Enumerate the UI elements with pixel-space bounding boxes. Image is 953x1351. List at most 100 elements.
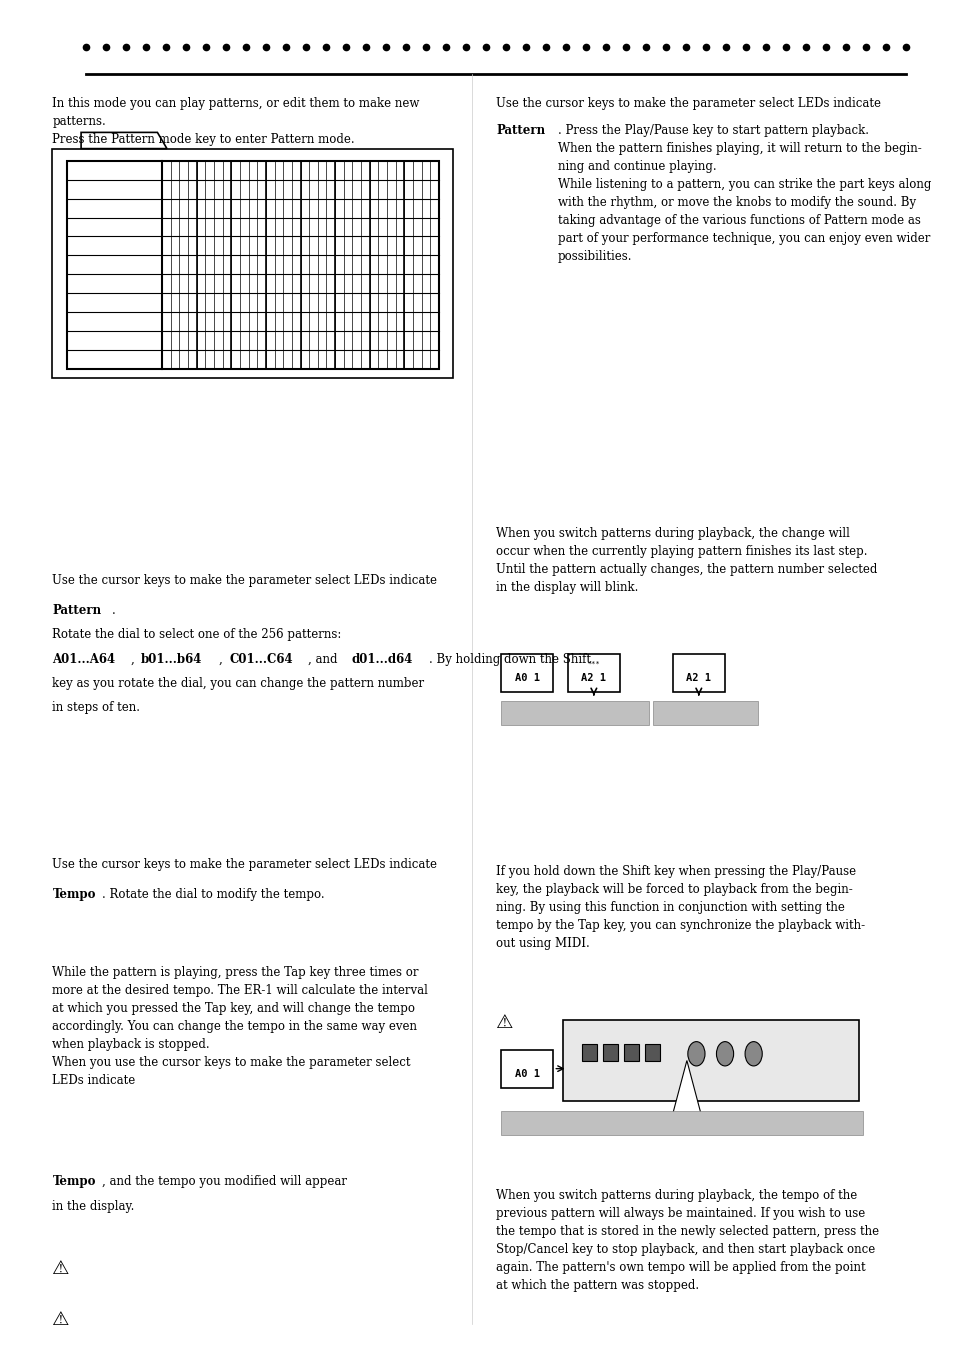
Bar — [430, 199, 438, 218]
Bar — [300, 161, 309, 180]
Polygon shape — [81, 132, 167, 149]
Text: Use the cursor keys to make the parameter select LEDs indicate: Use the cursor keys to make the paramete… — [496, 97, 881, 128]
Bar — [292, 180, 300, 199]
Text: . By holding down the Shift: . By holding down the Shift — [429, 653, 591, 666]
Bar — [196, 161, 205, 180]
Text: A0 1: A0 1 — [514, 673, 539, 684]
Bar — [162, 293, 171, 312]
Bar — [567, 654, 619, 692]
Bar — [292, 312, 300, 331]
Text: , and: , and — [308, 653, 341, 666]
Bar — [266, 312, 274, 331]
Bar — [249, 350, 257, 369]
Bar — [413, 255, 421, 274]
Bar — [317, 293, 326, 312]
Bar — [404, 350, 413, 369]
Text: . Rotate the dial to modify the tempo.: . Rotate the dial to modify the tempo. — [102, 888, 324, 901]
Bar — [240, 180, 249, 199]
Bar — [395, 180, 404, 199]
Bar — [266, 293, 274, 312]
Bar — [196, 350, 205, 369]
Text: A2 1: A2 1 — [580, 673, 606, 684]
Circle shape — [687, 1042, 704, 1066]
Bar — [232, 236, 240, 255]
Text: ⚠: ⚠ — [52, 1310, 70, 1329]
Bar — [378, 331, 387, 350]
Polygon shape — [672, 1061, 700, 1115]
Bar — [623, 1044, 639, 1061]
Bar — [370, 236, 378, 255]
Bar — [602, 1044, 618, 1061]
Bar — [309, 255, 317, 274]
Bar — [395, 218, 404, 236]
Bar — [500, 1111, 862, 1135]
Text: ***: *** — [587, 661, 599, 666]
Text: A01...A64: A01...A64 — [52, 653, 115, 666]
Text: ,: , — [219, 653, 227, 666]
Bar — [352, 274, 360, 293]
Bar — [326, 331, 335, 350]
Circle shape — [716, 1042, 733, 1066]
Bar — [343, 255, 352, 274]
Bar — [222, 331, 232, 350]
Bar — [188, 293, 196, 312]
Bar — [266, 236, 274, 255]
Text: A2 1: A2 1 — [685, 673, 711, 684]
Bar — [300, 331, 309, 350]
Bar — [240, 218, 249, 236]
Bar — [326, 161, 335, 180]
Bar — [300, 236, 309, 255]
Text: Tempo: Tempo — [52, 888, 96, 901]
Bar — [326, 350, 335, 369]
Bar — [249, 331, 257, 350]
Bar — [222, 350, 232, 369]
Bar — [300, 350, 309, 369]
Bar — [240, 312, 249, 331]
Bar — [500, 701, 648, 725]
Bar — [581, 1044, 597, 1061]
Bar — [343, 293, 352, 312]
Bar — [370, 312, 378, 331]
Text: Rotate the dial to select one of the 256 patterns:: Rotate the dial to select one of the 256… — [52, 628, 345, 642]
Text: C01...C64: C01...C64 — [230, 653, 294, 666]
Bar — [213, 293, 222, 312]
Bar — [196, 236, 205, 255]
Bar — [274, 161, 283, 180]
Text: If you hold down the Shift key when pressing the Play/Pause
key, the playback wi: If you hold down the Shift key when pres… — [496, 865, 864, 950]
Bar — [343, 180, 352, 199]
Text: ⚠: ⚠ — [496, 1013, 513, 1032]
Bar — [171, 274, 179, 293]
Bar — [370, 293, 378, 312]
Text: In this mode you can play patterns, or edit them to make new
patterns.
Press the: In this mode you can play patterns, or e… — [52, 97, 419, 146]
Bar — [352, 331, 360, 350]
Bar — [274, 350, 283, 369]
Bar — [500, 1050, 553, 1088]
Text: d01...d64: d01...d64 — [351, 653, 412, 666]
Bar — [421, 218, 430, 236]
Bar — [188, 218, 196, 236]
Bar — [430, 350, 438, 369]
Bar — [404, 274, 413, 293]
Bar — [213, 180, 222, 199]
Text: . Press the Play/Pause key to start pattern playback.
When the pattern finishes : . Press the Play/Pause key to start patt… — [558, 124, 930, 263]
Bar — [257, 199, 266, 218]
Bar — [300, 274, 309, 293]
Bar — [352, 161, 360, 180]
Bar — [188, 312, 196, 331]
Text: ,: , — [131, 653, 138, 666]
Bar — [562, 1020, 858, 1101]
Bar — [672, 654, 724, 692]
Bar — [162, 180, 171, 199]
Bar — [171, 161, 179, 180]
Bar — [378, 161, 387, 180]
Bar — [370, 218, 378, 236]
FancyBboxPatch shape — [52, 149, 453, 378]
Bar — [404, 331, 413, 350]
Bar — [343, 218, 352, 236]
Bar — [326, 199, 335, 218]
Bar — [67, 161, 438, 369]
Bar — [222, 199, 232, 218]
Bar — [352, 350, 360, 369]
Bar — [240, 255, 249, 274]
Bar — [162, 218, 171, 236]
